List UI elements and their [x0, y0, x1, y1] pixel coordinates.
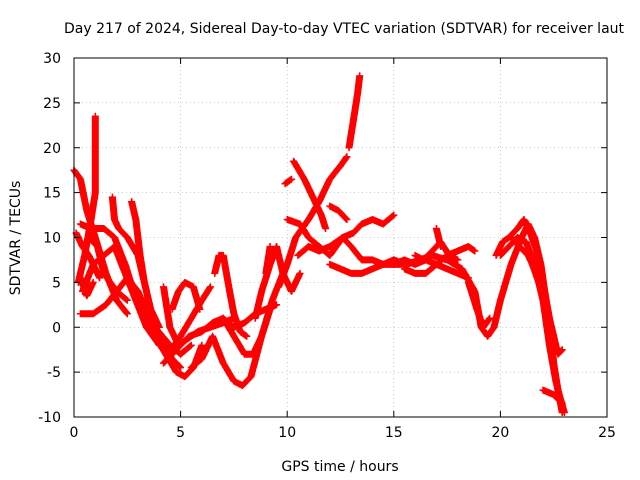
data-markers	[432, 225, 445, 250]
y-tick-label: -5	[47, 365, 61, 381]
x-tick-label: 10	[278, 425, 296, 441]
y-tick-label: 0	[52, 320, 61, 336]
data-points	[70, 72, 568, 416]
series-track-24	[281, 175, 295, 188]
series-track-21	[262, 243, 274, 277]
data-markers	[281, 175, 295, 188]
chart-title: Day 217 of 2024, Sidereal Day-to-day VTE…	[64, 21, 625, 37]
y-tick-label: 25	[43, 96, 61, 112]
y-tick-label: -10	[38, 410, 61, 426]
series-track-29	[326, 202, 351, 223]
data-markers	[326, 202, 351, 223]
axis-ticks: 0 5 10 15 20 25 -10 -5 0 5 10 15 20 25 30	[38, 51, 616, 441]
y-axis-label: SDTVAR / TECUs	[8, 181, 24, 296]
series-track-40	[539, 386, 566, 407]
series-track-18	[219, 305, 274, 358]
data-markers	[528, 260, 547, 295]
data-markers	[128, 198, 163, 331]
series-track-06	[76, 274, 97, 300]
data-markers	[76, 274, 97, 300]
series-track-25	[290, 157, 330, 232]
data-markers	[345, 72, 364, 152]
data-markers	[326, 256, 398, 277]
data-markers	[539, 386, 566, 407]
series-track-23	[345, 72, 364, 152]
y-tick-label: 10	[43, 231, 61, 247]
x-tick-label: 5	[176, 425, 185, 441]
x-tick-label: 25	[598, 425, 616, 441]
x-tick-label: 20	[491, 425, 509, 441]
series-track-34	[432, 225, 445, 250]
y-tick-label: 20	[43, 141, 61, 157]
series-track-35	[464, 278, 494, 331]
series-track-39	[528, 260, 547, 295]
x-tick-label: 0	[70, 425, 79, 441]
data-markers	[290, 157, 330, 232]
y-tick-label: 15	[43, 186, 61, 202]
x-tick-label: 15	[385, 425, 403, 441]
x-axis-label: GPS time / hours	[281, 459, 398, 475]
data-markers	[262, 243, 274, 277]
series-track-28	[326, 256, 398, 277]
series-track-10	[128, 198, 163, 331]
data-markers	[464, 278, 494, 331]
y-tick-label: 30	[43, 51, 61, 67]
data-markers	[219, 305, 274, 358]
y-tick-label: 5	[52, 275, 61, 291]
